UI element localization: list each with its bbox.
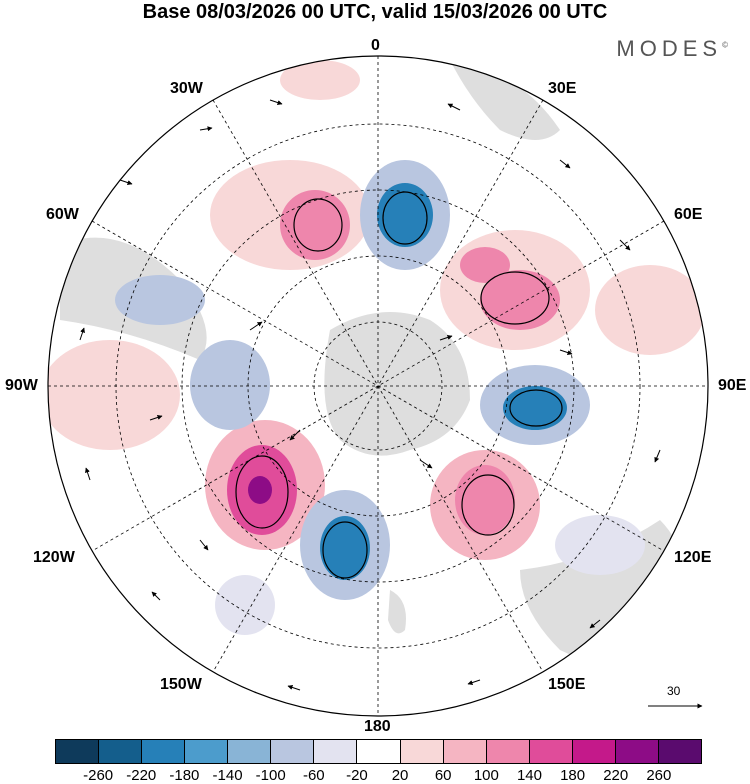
meridian-line: [91, 220, 665, 552]
wind-vector: [249, 321, 263, 331]
colorbar-swatch: [486, 740, 530, 763]
circulation-line: [509, 389, 563, 427]
colorbar-tick-label: 60: [434, 767, 452, 784]
lon-label-120e: 120E: [674, 549, 712, 566]
colorbar-tick-label: -220: [126, 767, 157, 784]
wind-vector: [85, 467, 91, 481]
wind-vector: [199, 539, 209, 551]
wind-vector: [151, 591, 161, 601]
colorbar-swatch: [99, 740, 143, 763]
colorbar-swatch: [271, 740, 315, 763]
antarctica-land: [324, 312, 470, 456]
colorbar: [55, 739, 702, 764]
colorbar-swatch: [357, 740, 401, 763]
wind-vector: [559, 159, 571, 169]
lon-label-180: 180: [364, 718, 391, 735]
wind-vector: [589, 619, 601, 629]
circulation-line: [461, 474, 515, 536]
wind-vector: [619, 239, 631, 251]
wind-vector: [119, 179, 133, 185]
lon-label-90w: 90W: [5, 377, 38, 394]
brand-text: MODES: [616, 36, 723, 61]
lon-label-150e: 150E: [548, 676, 586, 693]
lon-label-60w: 60W: [46, 206, 79, 223]
colorbar-swatch: [142, 740, 186, 763]
colorbar-tick-label: -60: [302, 767, 325, 784]
wind-vector: [269, 99, 283, 105]
lon-label-120w: 120W: [33, 549, 75, 566]
new-zealand-land: [388, 590, 406, 634]
colorbar-tick-label: 140: [516, 767, 542, 784]
brand-mark: ©: [722, 40, 728, 50]
latitude-circle: [181, 189, 575, 583]
wind-vector: [149, 415, 163, 421]
reference-vector-label: 30: [667, 684, 681, 698]
wind-vector: [467, 679, 481, 685]
wind-vector: [79, 327, 85, 341]
colorbar-swatch: [443, 740, 487, 763]
colorbar-tick-label: 100: [473, 767, 499, 784]
colorbar-tick-label: -260: [83, 767, 114, 784]
wind-vector: [419, 459, 433, 469]
colorbar-tick-label: -140: [212, 767, 243, 784]
colorbar-swatch: [615, 740, 659, 763]
colorbar-tick-label: 260: [646, 767, 672, 784]
lon-label-90e: 90E: [718, 377, 747, 394]
wind-vector: [287, 685, 301, 691]
colorbar-tick-label: 20: [391, 767, 409, 784]
africa-land: [450, 60, 560, 140]
colorbar-swatch: [228, 740, 272, 763]
colorbar-swatch: [658, 740, 701, 763]
wind-vector: [439, 335, 453, 341]
map-title: Base 08/03/2026 00 UTC, valid 15/03/2026…: [142, 1, 608, 23]
colorbar-swatch: [56, 740, 100, 763]
colorbar-tick-label: -100: [255, 767, 286, 784]
wind-vector: [654, 449, 661, 463]
map-boundary: [47, 55, 709, 717]
modes-logo: MODES©: [616, 36, 728, 62]
circulation-line: [480, 271, 550, 325]
lon-label-30w: 30W: [170, 80, 203, 97]
circulation-line: [322, 521, 368, 579]
wind-vector: [289, 429, 301, 441]
lon-label-30e: 30E: [548, 80, 577, 97]
colorbar-swatch: [572, 740, 616, 763]
wind-vector: [447, 103, 461, 111]
negative-anomalies: [115, 160, 645, 635]
lon-label-150w: 150W: [160, 676, 202, 693]
wind-vector: [559, 349, 573, 355]
circulation-line: [293, 198, 343, 252]
lon-label-0: 0: [371, 37, 380, 54]
colorbar-tick-label: 180: [560, 767, 586, 784]
circulation-line: [235, 455, 289, 529]
colorbar-tick-label: -180: [169, 767, 200, 784]
positive-anomalies: [48, 60, 705, 560]
colorbar-tick-label: -20: [346, 767, 368, 784]
colorbar-swatch: [314, 740, 358, 763]
wind-vector: [199, 126, 213, 132]
colorbar-swatch: [400, 740, 444, 763]
colorbar-swatch: [185, 740, 229, 763]
lon-label-60e: 60E: [674, 206, 703, 223]
colorbar-swatch: [529, 740, 573, 763]
colorbar-tick-label: 220: [603, 767, 629, 784]
